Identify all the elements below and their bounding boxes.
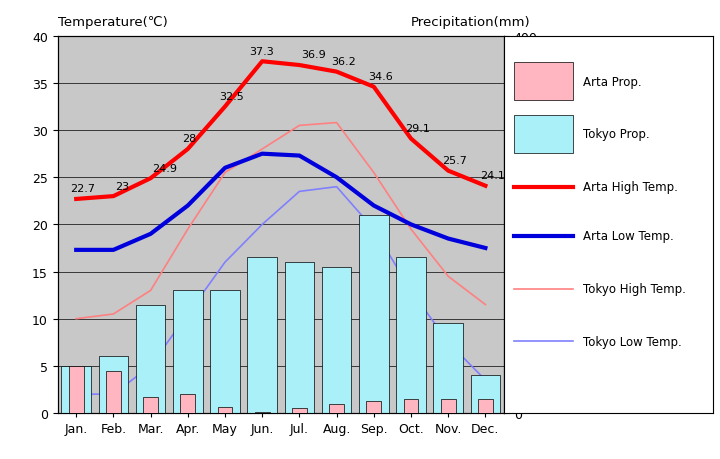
Text: Temperature(℃): Temperature(℃) [58, 16, 167, 29]
Text: 23: 23 [115, 181, 130, 191]
Text: Arta High Temp.: Arta High Temp. [583, 181, 678, 194]
Bar [68, 366, 84, 413]
Bar [366, 401, 381, 413]
Bar [322, 267, 351, 413]
FancyBboxPatch shape [514, 116, 573, 153]
Text: Arta Prop.: Arta Prop. [583, 75, 642, 89]
Text: 22.7: 22.7 [71, 184, 96, 194]
Bar [106, 371, 121, 413]
Bar [61, 366, 91, 413]
Bar [135, 305, 166, 413]
Text: 24.9: 24.9 [153, 163, 177, 173]
Text: 34.6: 34.6 [368, 72, 393, 82]
Bar [255, 412, 269, 413]
Bar [470, 375, 500, 413]
Bar [403, 399, 418, 413]
Text: 36.9: 36.9 [301, 50, 326, 60]
Bar [247, 258, 277, 413]
Bar [217, 408, 233, 413]
Bar [173, 291, 202, 413]
Bar [284, 263, 314, 413]
Bar [396, 258, 426, 413]
Text: 29.1: 29.1 [405, 124, 431, 134]
Bar [180, 394, 195, 413]
Text: 28: 28 [182, 134, 197, 144]
FancyBboxPatch shape [514, 63, 573, 101]
Text: Precipitation(mm): Precipitation(mm) [410, 16, 530, 29]
Text: Arta Low Temp.: Arta Low Temp. [583, 230, 674, 243]
Bar [143, 397, 158, 413]
Text: 25.7: 25.7 [443, 156, 467, 166]
Bar [99, 357, 128, 413]
Text: 32.5: 32.5 [220, 92, 244, 102]
Bar [359, 215, 389, 413]
Text: 36.2: 36.2 [331, 57, 356, 67]
Bar [478, 399, 492, 413]
Bar [441, 399, 456, 413]
Text: Tokyo Prop.: Tokyo Prop. [583, 128, 650, 141]
Bar [210, 291, 240, 413]
Bar [329, 404, 344, 413]
Text: 24.1: 24.1 [480, 171, 505, 181]
Bar [433, 324, 463, 413]
Text: Tokyo High Temp.: Tokyo High Temp. [583, 282, 686, 296]
Text: 37.3: 37.3 [249, 47, 274, 56]
Bar [292, 409, 307, 413]
Text: Tokyo Low Temp.: Tokyo Low Temp. [583, 335, 682, 348]
